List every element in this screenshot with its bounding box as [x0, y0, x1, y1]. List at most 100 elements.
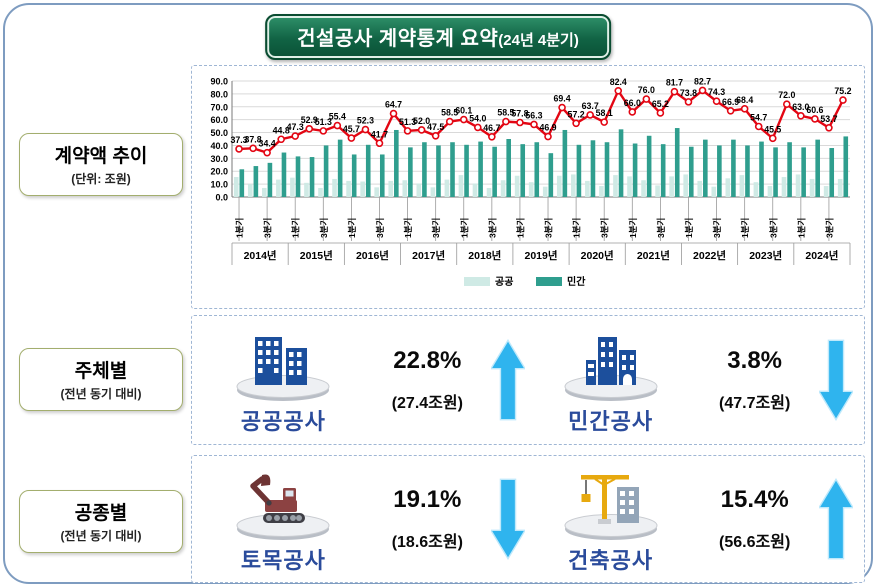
line-point: [375, 139, 384, 148]
quarter-tick-label: 3분기: [319, 218, 329, 238]
bar-public: [767, 186, 773, 197]
y-axis-tick-label: 50.0: [210, 128, 228, 138]
year-label: 2017년: [412, 249, 445, 262]
bar-private: [759, 141, 764, 197]
data-label: 46.7: [483, 123, 500, 133]
line-point: [277, 135, 285, 144]
line-point: [473, 123, 482, 132]
data-label: 58.1: [596, 108, 613, 118]
line-point: [839, 96, 847, 104]
section-label-trend-title: 계약액 추이: [54, 146, 148, 167]
line-point: [347, 134, 356, 142]
data-label: 51.3: [399, 117, 416, 127]
data-label: 52.3: [357, 116, 374, 126]
line-point: [614, 86, 623, 95]
bar-private: [253, 166, 259, 197]
bar-public: [641, 180, 646, 197]
data-label: 63.0: [792, 102, 809, 112]
data-label: 74.3: [708, 87, 725, 97]
bar-public: [669, 176, 674, 197]
line-point: [263, 148, 271, 157]
bar-public: [809, 178, 815, 197]
subject-stat-row: 공공공사 22.8% (27.4조원): [192, 316, 864, 444]
data-label: 69.4: [554, 94, 571, 104]
bar-public: [500, 180, 506, 197]
bar-public: [318, 187, 323, 197]
bar-public: [290, 177, 295, 197]
up-arrow-icon: [818, 478, 853, 560]
data-label: 56.3: [525, 110, 542, 120]
section-label-trend: 계약액 추이 (단위: 조원): [19, 133, 183, 196]
bar-public: [697, 180, 703, 197]
data-label: 57.8: [511, 109, 528, 119]
year-label: 2024년: [805, 249, 838, 262]
worktype-stat-row: 토목공사 19.1% (18.6조원): [192, 456, 864, 582]
data-label: 72.0: [778, 90, 795, 100]
bar-private: [646, 135, 652, 197]
quarter-tick-label: 3분기: [431, 218, 441, 238]
private-construction-icon-block: 민간공사: [531, 324, 691, 436]
line-point: [558, 103, 566, 112]
bar-private: [337, 139, 343, 197]
line-point: [642, 95, 651, 103]
data-label: 44.8: [273, 125, 290, 135]
quarter-tick-label: 1분기: [459, 218, 469, 238]
y-axis-tick-label: 40.0: [210, 141, 228, 151]
civil-engineering-icon-block: 토목공사: [203, 463, 363, 575]
bar-public: [585, 180, 590, 197]
page-title-text: 건설공사 계약통계 요약: [297, 28, 499, 50]
stat-amount: (18.6조원): [391, 534, 463, 551]
year-label: 2016년: [356, 249, 389, 262]
y-axis-tick-label: 20.0: [210, 167, 228, 177]
section-label-trend-sub: (단위: 조원): [71, 172, 131, 186]
data-label: 53.7: [820, 114, 837, 124]
stat-amount: (27.4조원): [391, 395, 463, 412]
line-point: [305, 125, 314, 133]
quarter-tick-label: 1분기: [796, 218, 806, 238]
y-axis-tick-label: 0.0: [215, 193, 228, 203]
y-axis-tick-label: 30.0: [210, 154, 228, 164]
bar-public: [388, 180, 394, 197]
stat-name: 민간공사: [568, 409, 654, 434]
year-label: 2019년: [524, 249, 557, 262]
quarter-tick-label: 1분기: [684, 218, 694, 238]
bar-public: [233, 177, 239, 197]
line-point: [235, 145, 243, 153]
line-point: [459, 115, 468, 124]
quarter-tick-label: 3분기: [487, 218, 497, 238]
quarter-tick-label: 1분기: [403, 218, 413, 238]
data-label: 54.0: [469, 113, 486, 123]
bar-private: [717, 145, 722, 197]
line-point: [516, 118, 524, 127]
year-label: 2022년: [693, 249, 726, 262]
stat-percent: 22.8%: [393, 347, 462, 374]
public-bars: [233, 174, 843, 197]
up-arrow-icon: [491, 339, 526, 421]
data-label: 58.5: [497, 108, 514, 118]
page-title: 건설공사 계약통계 요약(24년 4분기): [265, 14, 611, 60]
y-axis-tick-label: 90.0: [210, 77, 228, 87]
line-point: [825, 123, 833, 132]
bar-private: [464, 144, 469, 197]
data-label: 82.7: [694, 76, 711, 86]
bar-private: [351, 154, 357, 197]
bar-private: [787, 142, 792, 197]
quarter-tick-label: 1분기: [740, 218, 750, 238]
data-label: 63.7: [582, 101, 599, 111]
bar-public: [416, 183, 422, 197]
bar-private: [295, 156, 301, 197]
line-point: [389, 109, 398, 118]
private-construction-stat: 민간공사 3.8% (47.7조원): [531, 324, 853, 436]
stat-percent: 15.4%: [720, 486, 789, 513]
bar-private: [688, 146, 694, 197]
public-construction-stat: 공공공사 22.8% (27.4조원): [203, 324, 526, 436]
bar-private: [478, 141, 483, 197]
section-label-subject: 주체별 (전년 동기 대비): [19, 348, 183, 411]
data-label: 66.9: [722, 97, 739, 107]
y-axis-tick-label: 70.0: [210, 102, 228, 112]
data-label: 52.9: [301, 115, 318, 125]
data-label: 45.7: [343, 124, 360, 134]
line-point: [530, 120, 538, 129]
legend-label-public: 공공: [495, 276, 513, 288]
stat-amount: (47.7조원): [719, 395, 791, 412]
